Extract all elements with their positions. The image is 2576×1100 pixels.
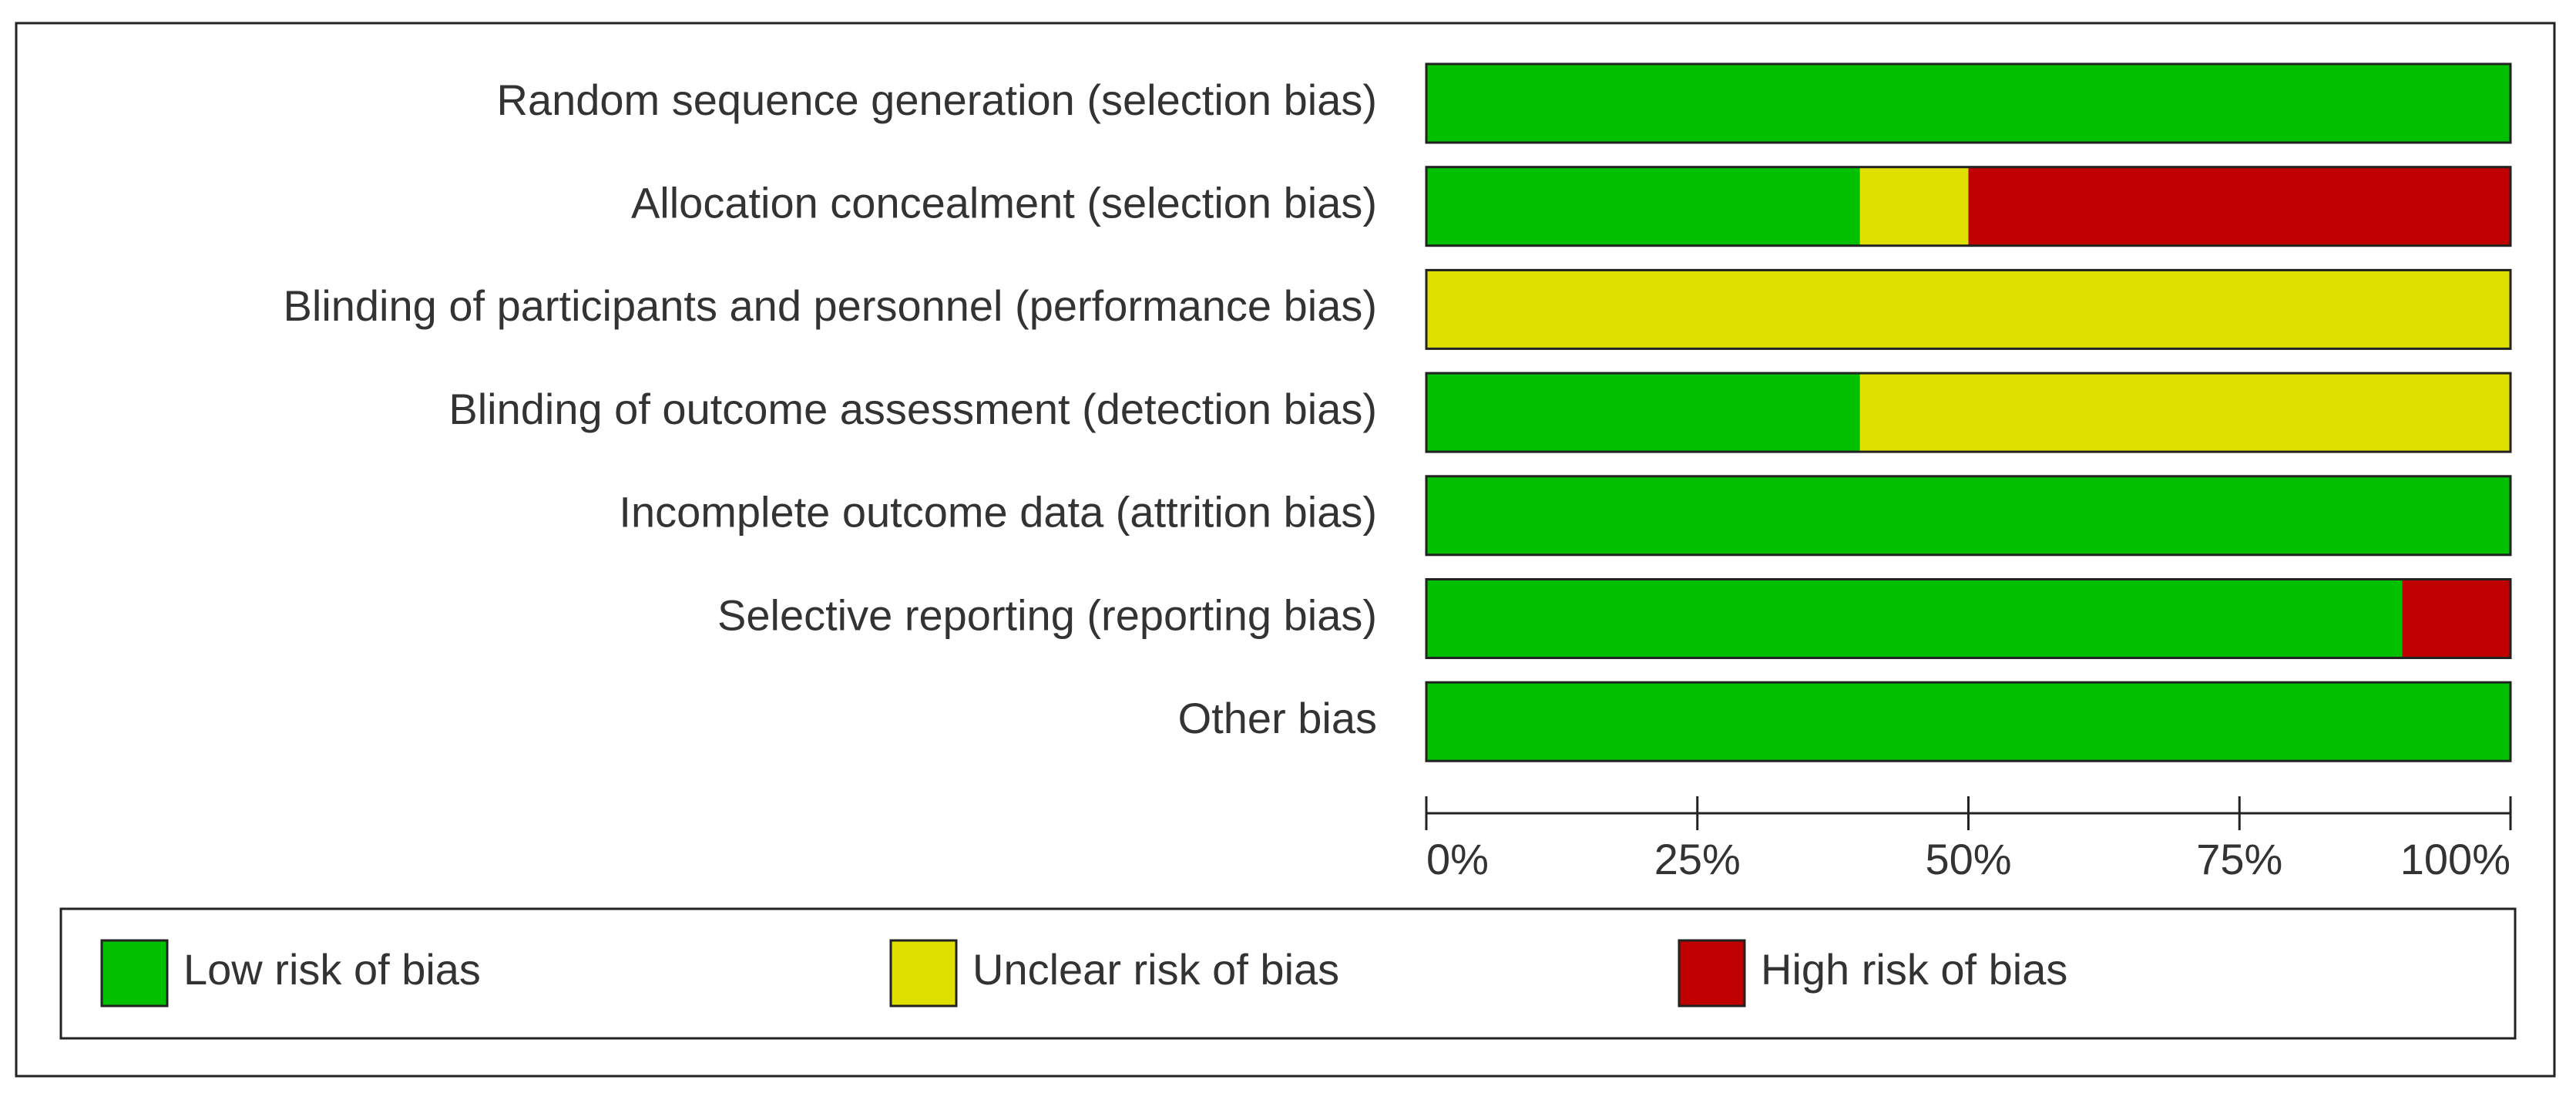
bar-segment <box>1426 64 2511 143</box>
bar-segment <box>1426 682 2511 762</box>
bar-outline <box>1425 166 2512 247</box>
category-label: Incomplete outcome data (attrition bias) <box>619 488 1377 537</box>
bar-outline <box>1425 475 2512 557</box>
bar-segment <box>1426 270 2511 349</box>
x-tick-label: 50% <box>1925 835 2011 883</box>
category-label: Allocation concealment (selection bias) <box>631 178 1377 227</box>
bar-outline <box>1425 681 2512 762</box>
category-label: Selective reporting (reporting bias) <box>717 590 1377 639</box>
legend-swatch <box>1678 939 1746 1007</box>
bar-segment <box>1426 476 2511 555</box>
bar-segment <box>1426 373 1860 452</box>
legend-swatch <box>100 939 169 1007</box>
bar-segment <box>1426 579 2403 658</box>
legend-label: Unclear risk of bias <box>972 945 1339 994</box>
x-tick-label: 25% <box>1654 835 1741 883</box>
bar-segment <box>1859 167 1969 246</box>
category-label: Blinding of participants and personnel (… <box>284 281 1377 330</box>
bar-outline <box>1425 578 2512 659</box>
x-tick-label: 75% <box>2196 835 2282 883</box>
category-label: Blinding of outcome assessment (detectio… <box>448 385 1377 433</box>
bar-outline <box>1425 372 2512 453</box>
bar-outline <box>1425 62 2512 144</box>
legend-label: High risk of bias <box>1761 945 2067 994</box>
bar-segment <box>2402 579 2511 658</box>
bar-segment <box>1426 167 1860 246</box>
x-tick-label: 100% <box>2400 835 2511 883</box>
legend-swatch <box>889 939 958 1007</box>
category-label: Other bias <box>1178 694 1377 742</box>
legend-label: Low risk of bias <box>183 945 481 994</box>
bar-segment <box>1859 373 2511 452</box>
category-label: Random sequence generation (selection bi… <box>497 76 1377 124</box>
legend-box <box>59 907 2517 1040</box>
x-tick-label: 0% <box>1426 835 1489 883</box>
bar-segment <box>1968 167 2511 246</box>
bar-outline <box>1425 268 2512 350</box>
